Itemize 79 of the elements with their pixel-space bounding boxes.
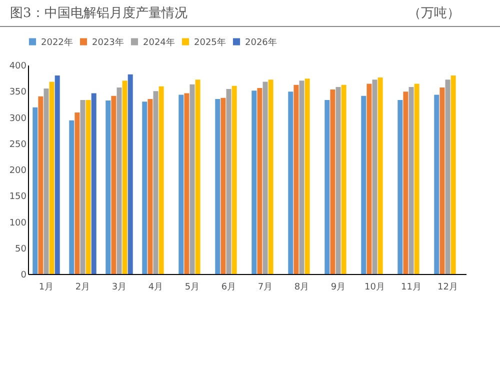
- bar: [122, 80, 128, 274]
- y-tick-label: 300: [9, 114, 27, 124]
- bar: [54, 75, 60, 274]
- bar: [116, 87, 122, 274]
- bar: [69, 120, 74, 274]
- bar: [336, 86, 341, 274]
- bar: [148, 98, 153, 274]
- bar: [414, 84, 420, 274]
- bar: [403, 92, 408, 274]
- y-tick-label: 350: [9, 88, 27, 98]
- bar: [299, 80, 304, 274]
- bar: [304, 78, 310, 274]
- bar: [262, 82, 268, 274]
- bar: [86, 100, 91, 274]
- x-tick-label: 6月: [221, 282, 236, 292]
- bar: [450, 75, 456, 274]
- bar: [398, 100, 403, 274]
- bar: [111, 96, 116, 274]
- x-tick-label: 1月: [38, 282, 54, 292]
- bar: [38, 96, 44, 274]
- legend-label: 2024年: [143, 36, 175, 48]
- bar: [366, 84, 372, 274]
- y-tick-label: 400: [9, 62, 27, 72]
- bar: [153, 91, 158, 274]
- bar: [195, 80, 200, 274]
- x-tick-label: 11月: [401, 282, 422, 292]
- x-tick-label: 3月: [112, 282, 127, 292]
- legend-label: 2026年: [245, 36, 277, 48]
- bar: [268, 80, 274, 274]
- bar: [288, 92, 294, 274]
- y-axis-title: （万吨）: [408, 5, 460, 22]
- y-tick-label: 250: [9, 140, 27, 150]
- bar: [378, 78, 383, 274]
- bar: [330, 90, 336, 274]
- bar: [184, 93, 190, 274]
- bar: [341, 84, 346, 274]
- bar: [226, 89, 232, 274]
- bar: [440, 87, 445, 274]
- bar: [178, 94, 184, 274]
- y-tick-label: 100: [9, 218, 27, 228]
- bar: [128, 74, 133, 274]
- legend-label: 2023年: [92, 36, 124, 48]
- x-tick-label: 10月: [364, 282, 385, 292]
- bar: [106, 100, 111, 274]
- bar: [91, 93, 96, 274]
- bar: [408, 86, 414, 274]
- bar: [324, 100, 330, 274]
- legend-label: 2022年: [41, 36, 73, 48]
- y-tick-label: 150: [9, 192, 27, 202]
- bar: [257, 88, 262, 274]
- y-tick-label: 0: [20, 270, 27, 280]
- bar: [215, 98, 220, 274]
- bar: [44, 88, 49, 274]
- x-tick-label: 2月: [75, 282, 90, 292]
- bar: [49, 82, 54, 274]
- bar: [232, 86, 237, 274]
- x-tick-label: 4月: [148, 282, 164, 292]
- x-tick-label: 5月: [184, 282, 200, 292]
- bar: [361, 96, 366, 274]
- bar: [434, 94, 440, 274]
- bar: [32, 107, 38, 274]
- bar: [220, 98, 226, 274]
- bar: [252, 90, 257, 274]
- bar: [142, 102, 148, 274]
- x-tick-label: 9月: [330, 282, 346, 292]
- bar: [190, 84, 195, 274]
- bar: [158, 86, 164, 274]
- chart-title: 图3：中国电解铝月度产量情况: [10, 5, 188, 22]
- x-tick-label: 8月: [294, 282, 310, 292]
- bar: [445, 80, 450, 274]
- y-tick-label: 50: [15, 244, 27, 254]
- x-tick-label: 7月: [258, 282, 273, 292]
- legend-label: 2025年: [194, 36, 226, 48]
- bar: [74, 112, 80, 274]
- x-tick-label: 12月: [438, 282, 458, 292]
- y-tick-label: 200: [9, 166, 27, 176]
- bar: [294, 84, 299, 274]
- bar: [372, 80, 378, 274]
- bar: [80, 100, 86, 274]
